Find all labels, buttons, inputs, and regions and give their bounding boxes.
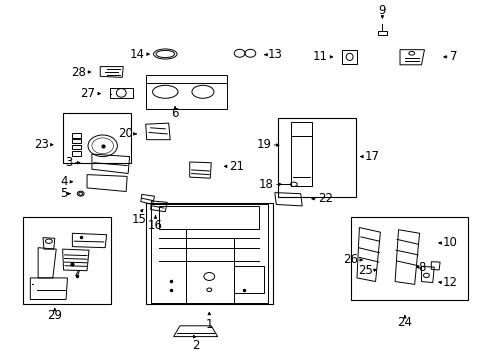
Bar (62, 113, 131, 163)
Text: 19: 19 (256, 138, 271, 151)
Text: 8: 8 (417, 261, 425, 274)
Text: 15: 15 (132, 213, 146, 226)
Text: 6: 6 (171, 107, 179, 120)
Text: 7: 7 (449, 50, 456, 63)
Bar (350, 217, 468, 300)
Bar (277, 118, 355, 197)
Text: 20: 20 (118, 127, 133, 140)
Text: 24: 24 (397, 316, 411, 329)
Text: 22: 22 (317, 192, 332, 205)
Text: 2: 2 (191, 339, 199, 352)
Bar (145, 203, 272, 304)
Text: 1: 1 (205, 318, 213, 330)
Text: 4: 4 (60, 175, 67, 188)
Text: 26: 26 (342, 253, 357, 266)
Text: 27: 27 (80, 87, 95, 100)
Text: 14: 14 (129, 48, 144, 60)
Bar (72, 145, 81, 149)
Text: 5: 5 (60, 187, 67, 200)
Text: 17: 17 (364, 150, 379, 163)
Text: 25: 25 (357, 264, 372, 277)
Text: 23: 23 (34, 138, 49, 151)
Text: 10: 10 (442, 237, 456, 249)
Bar (72, 139, 81, 143)
Bar (72, 133, 81, 138)
Text: 21: 21 (228, 160, 244, 173)
Bar (72, 151, 81, 156)
Text: 12: 12 (442, 276, 457, 289)
Bar (377, 31, 386, 35)
Bar (23, 217, 111, 304)
Text: 3: 3 (65, 156, 72, 169)
Text: 18: 18 (259, 178, 273, 191)
Text: 29: 29 (47, 309, 62, 322)
Text: 11: 11 (312, 50, 327, 63)
Text: 9: 9 (378, 4, 386, 17)
Text: 13: 13 (267, 48, 282, 61)
Text: 16: 16 (148, 219, 163, 232)
Text: 28: 28 (71, 66, 85, 78)
